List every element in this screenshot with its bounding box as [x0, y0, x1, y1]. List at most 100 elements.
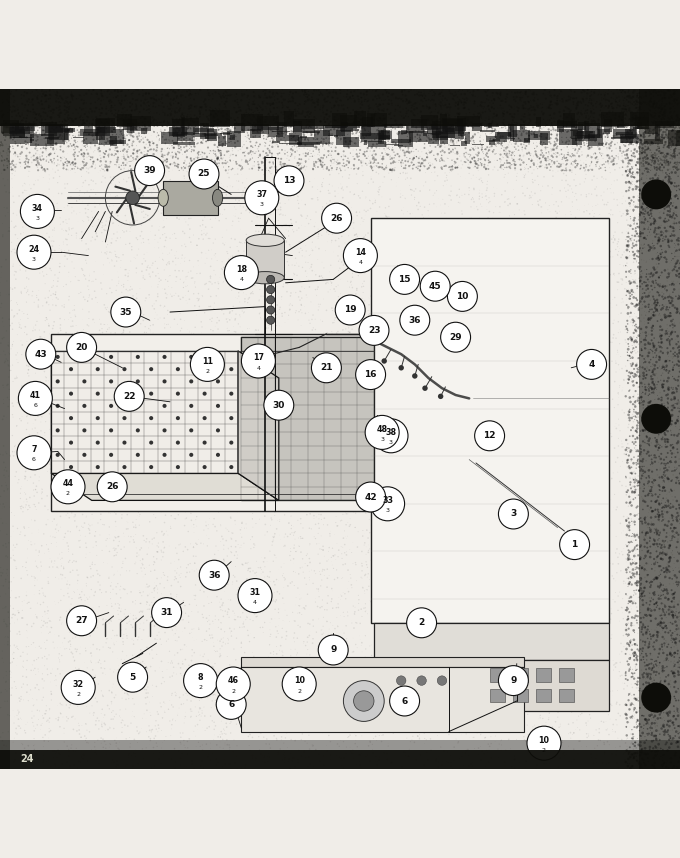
Point — [252, 755, 262, 769]
Point — [302, 267, 313, 281]
Point — [643, 728, 653, 742]
Point — [247, 274, 258, 287]
Point — [74, 189, 85, 202]
Point — [416, 111, 427, 124]
Point — [33, 152, 44, 166]
Point — [216, 122, 226, 136]
Point — [526, 190, 537, 204]
Point — [435, 339, 446, 353]
Point — [76, 262, 87, 275]
Point — [230, 311, 241, 325]
Point — [498, 695, 509, 709]
Point — [600, 297, 611, 311]
Point — [639, 311, 649, 325]
Point — [47, 487, 58, 501]
Point — [481, 255, 492, 269]
Point — [625, 529, 636, 542]
Point — [291, 159, 302, 172]
Point — [285, 343, 296, 357]
Point — [211, 413, 222, 426]
Point — [266, 612, 277, 625]
Point — [638, 494, 649, 508]
Point — [541, 468, 551, 481]
Point — [44, 84, 55, 98]
Point — [136, 236, 147, 250]
Point — [169, 159, 180, 172]
Point — [411, 120, 422, 134]
Point — [1, 352, 12, 366]
Point — [361, 523, 372, 537]
Point — [292, 607, 303, 620]
Point — [445, 290, 456, 304]
Point — [626, 358, 636, 372]
Point — [355, 112, 366, 126]
Point — [412, 289, 423, 303]
Point — [345, 671, 356, 685]
Point — [96, 121, 107, 135]
Point — [423, 540, 434, 553]
Point — [650, 745, 661, 758]
Point — [632, 691, 643, 704]
Point — [259, 91, 270, 105]
Point — [52, 517, 63, 530]
Point — [63, 421, 73, 435]
Point — [614, 379, 625, 393]
Bar — [441, 131, 464, 134]
Point — [274, 644, 285, 657]
Point — [649, 504, 660, 517]
Point — [33, 148, 44, 161]
Point — [209, 375, 220, 389]
Point — [229, 446, 240, 460]
Point — [288, 552, 299, 565]
Point — [150, 388, 161, 402]
Point — [204, 88, 215, 102]
Point — [598, 561, 609, 575]
Point — [670, 396, 680, 410]
Point — [621, 335, 632, 349]
Point — [575, 601, 586, 615]
Point — [130, 746, 141, 760]
Point — [666, 97, 677, 111]
Point — [130, 302, 141, 316]
Point — [190, 173, 201, 187]
Point — [199, 376, 210, 390]
Point — [243, 447, 254, 461]
Point — [439, 392, 450, 406]
Point — [433, 134, 444, 148]
Point — [558, 245, 568, 258]
Point — [455, 671, 466, 685]
Point — [645, 595, 656, 609]
Point — [492, 414, 503, 428]
Point — [564, 440, 575, 454]
Point — [469, 109, 480, 123]
Point — [218, 179, 229, 193]
Point — [642, 532, 653, 546]
Point — [627, 408, 638, 421]
Point — [505, 286, 516, 299]
Point — [345, 146, 356, 160]
Point — [670, 450, 680, 464]
Point — [588, 103, 599, 117]
Point — [246, 665, 257, 679]
Point — [117, 312, 128, 326]
Point — [359, 294, 370, 308]
Point — [614, 665, 625, 679]
Point — [290, 215, 301, 229]
Point — [248, 86, 259, 100]
Point — [234, 308, 245, 322]
Point — [628, 698, 639, 711]
Point — [534, 750, 545, 764]
Point — [583, 112, 594, 126]
Point — [587, 601, 598, 615]
Point — [622, 326, 632, 340]
Point — [28, 739, 39, 752]
Point — [661, 621, 672, 635]
Point — [325, 388, 336, 402]
Point — [490, 648, 501, 662]
Point — [628, 750, 639, 764]
Point — [580, 417, 591, 431]
Point — [20, 529, 31, 542]
Point — [502, 106, 513, 119]
Point — [5, 294, 16, 308]
Point — [298, 127, 309, 141]
